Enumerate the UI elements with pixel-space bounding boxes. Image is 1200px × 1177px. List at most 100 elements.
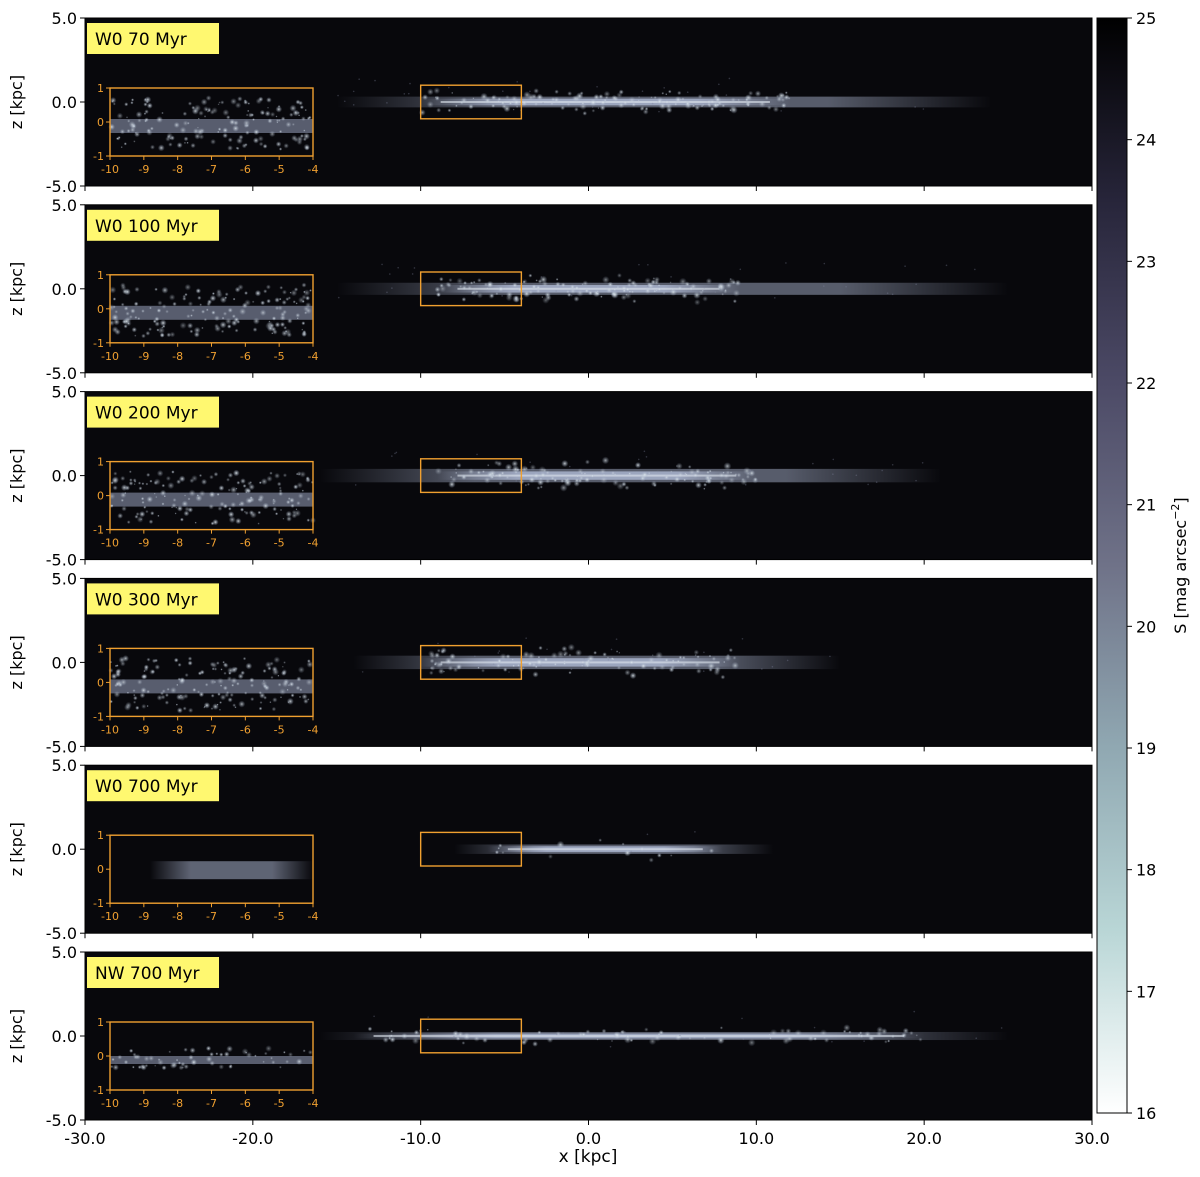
inset-clump (198, 110, 204, 116)
inset-clump (296, 139, 303, 146)
inset-y-tick-label: -1 (93, 524, 104, 537)
gas-clump (628, 290, 632, 294)
inset-clump (282, 517, 285, 520)
inset-clump (226, 115, 231, 120)
gas-clump (901, 1032, 907, 1039)
gas-clump (513, 295, 519, 300)
gas-clump (731, 661, 740, 670)
gas-clump (535, 288, 541, 294)
inset-clump (257, 135, 264, 142)
inset-clump (279, 129, 283, 134)
inset-clump (113, 690, 121, 698)
inset-clump (144, 96, 152, 104)
halo-speck (562, 1032, 564, 1035)
inset-clump (245, 130, 250, 135)
halo-speck (386, 291, 388, 294)
halo-speck (529, 461, 531, 464)
inset-clump (232, 124, 240, 132)
gas-clump (651, 654, 654, 657)
gas-clump (605, 286, 613, 294)
inset-clump (175, 1058, 179, 1062)
gas-clump (694, 105, 701, 111)
inset-clump (229, 118, 236, 126)
gas-clump (679, 98, 682, 101)
inset-clump (154, 664, 161, 670)
colorbar-tick-label: 17 (1136, 982, 1156, 1001)
panel-label: W0 700 Myr (95, 777, 198, 797)
gas-clump (819, 1029, 828, 1037)
inset-clump (237, 284, 244, 291)
gas-clump (560, 105, 566, 111)
gas-clump (661, 91, 665, 95)
colorbar-label-close: ] (1171, 497, 1190, 503)
halo-speck (458, 1036, 461, 1039)
inset-x-tick-label: -9 (138, 723, 149, 736)
halo-speck (867, 483, 869, 486)
gas-clump (772, 106, 780, 113)
gas-clump (696, 655, 700, 659)
halo-speck (374, 79, 376, 82)
halo-speck (657, 470, 659, 473)
inset-clump (286, 697, 294, 705)
inset-clump (261, 111, 265, 115)
inset-clump (271, 316, 277, 321)
inset-clump (198, 473, 203, 478)
halo-speck (508, 671, 510, 673)
gas-clump (695, 481, 702, 489)
gas-clump (702, 295, 709, 302)
halo-speck (922, 108, 925, 110)
inset-clump (128, 120, 136, 129)
gas-clump (473, 1035, 481, 1042)
inset-clump (236, 480, 241, 485)
gas-clump (486, 463, 490, 467)
gas-clump (706, 102, 712, 107)
gas-clump (603, 98, 608, 103)
gas-clump (537, 1030, 542, 1035)
gas-clump (548, 854, 553, 859)
gas-clump (496, 460, 503, 467)
gas-clump (628, 659, 635, 666)
gas-clump (737, 98, 741, 102)
gas-clump (766, 105, 772, 111)
inset-clump (182, 296, 187, 301)
inset-clump (176, 707, 183, 714)
gas-clump (713, 668, 721, 676)
colorbar-tick-label: 23 (1136, 252, 1156, 271)
inset-clump (301, 328, 304, 331)
inset-clump (236, 492, 240, 496)
inset-x-tick-label: -9 (138, 350, 149, 363)
inset-clump (301, 489, 305, 492)
gas-clump (775, 94, 780, 98)
inset-x-tick-label: -5 (274, 163, 285, 176)
gas-clump (621, 842, 625, 846)
halo-speck (407, 92, 410, 95)
halo-speck (646, 833, 649, 836)
inset-clump (119, 128, 126, 135)
inset-x-tick-label: -10 (101, 1097, 119, 1110)
inset-y-tick-label: 0 (97, 303, 104, 316)
gas-clump (610, 470, 616, 476)
inset-clump (218, 485, 225, 491)
gas-clump (688, 468, 696, 477)
inset-clump (248, 483, 255, 491)
inset-clump (249, 683, 255, 688)
inset-clump (169, 331, 176, 338)
inset-x-tick-label: -4 (308, 350, 319, 363)
inset-clump (179, 321, 187, 330)
inset-clump (297, 296, 305, 304)
halo-speck (502, 90, 504, 93)
inset: 1 0 -1-10 -9 -8 -7 -6 -5 -4 (93, 829, 318, 923)
inset-clump (272, 697, 278, 703)
gas-clump (554, 89, 559, 95)
inset-clump (139, 692, 146, 699)
inset-clump (235, 487, 238, 490)
gas-clump (624, 485, 630, 491)
gas-clump (598, 838, 602, 842)
halo-speck (492, 663, 495, 666)
gas-clump (550, 652, 558, 659)
gas-clump (758, 100, 766, 108)
gas-clump (658, 663, 666, 671)
inset-clump (262, 679, 265, 683)
gas-clump (462, 1032, 471, 1041)
halo-speck (501, 295, 503, 297)
